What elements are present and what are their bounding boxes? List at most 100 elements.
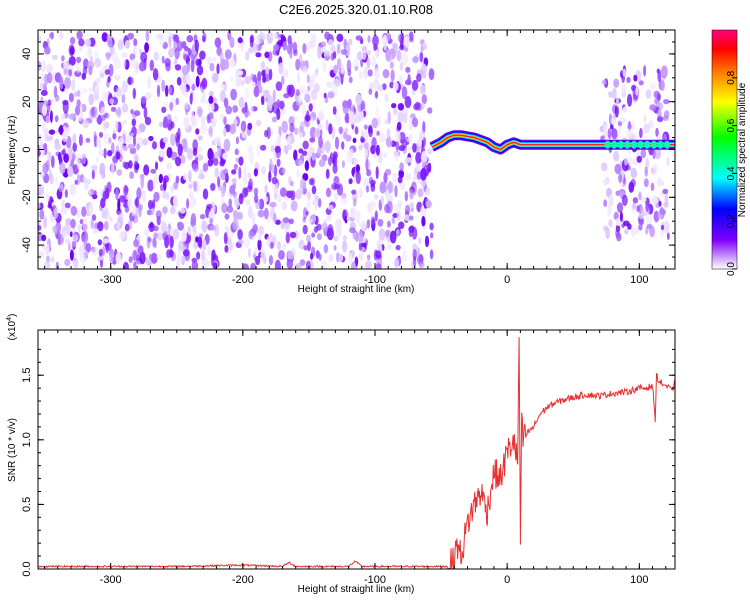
noise-blob: [76, 209, 81, 218]
noise-blob: [397, 176, 403, 184]
noise-blob: [401, 86, 408, 100]
noise-blob: [639, 127, 643, 139]
noise-blob: [74, 105, 81, 116]
noise-blob: [317, 198, 322, 208]
noise-blob: [366, 169, 372, 177]
noise-blob: [375, 144, 380, 156]
noise-blob: [644, 166, 648, 177]
noise-blob: [71, 240, 77, 248]
noise-blob: [178, 240, 184, 252]
noise-blob: [186, 35, 194, 43]
noise-blob: [245, 199, 251, 206]
noise-blob: [147, 237, 152, 243]
noise-blob: [261, 166, 266, 175]
noise-blob: [645, 89, 652, 99]
noise-blob: [387, 181, 394, 194]
noise-blob: [177, 221, 185, 231]
noise-blob: [144, 116, 152, 126]
noise-blob: [136, 143, 140, 151]
noise-blob: [427, 107, 433, 114]
noise-blob: [238, 96, 245, 108]
noise-blob: [123, 145, 128, 152]
noise-blob: [408, 146, 412, 153]
noise-blob: [348, 178, 353, 185]
noise-blob: [273, 44, 280, 51]
noise-blob: [257, 233, 262, 241]
y-tick-label: 1.5: [21, 368, 33, 383]
noise-blob: [53, 207, 59, 219]
noise-blob: [354, 65, 359, 71]
noise-blob: [147, 76, 152, 89]
noise-blob: [614, 163, 622, 175]
noise-blob: [286, 190, 294, 199]
noise-blob: [386, 128, 391, 140]
noise-blob: [341, 160, 345, 169]
noise-blob: [347, 153, 354, 164]
noise-blob: [50, 31, 55, 40]
noise-blob: [395, 228, 400, 237]
noise-blob: [391, 216, 395, 223]
noise-blob: [48, 129, 56, 135]
noise-blob: [318, 253, 322, 261]
noise-blob: [292, 41, 298, 55]
noise-blob: [624, 228, 629, 235]
noise-blob: [127, 191, 132, 202]
noise-blob: [399, 62, 404, 71]
noise-blob: [328, 39, 334, 48]
noise-blob: [258, 225, 264, 236]
noise-blob: [79, 254, 87, 264]
noise-blob: [202, 188, 209, 200]
noise-blob: [640, 148, 647, 159]
noise-blob: [233, 118, 238, 126]
noise-blob: [115, 144, 120, 153]
noise-blob: [180, 154, 186, 164]
noise-blob: [142, 138, 149, 146]
noise-blob: [418, 237, 422, 244]
noise-blob: [236, 70, 244, 76]
noise-blob: [224, 49, 232, 60]
noise-blob: [295, 89, 300, 96]
noise-blob: [426, 162, 431, 172]
noise-blob: [116, 106, 122, 118]
noise-blob: [396, 50, 402, 62]
noise-blob: [98, 149, 104, 156]
noise-blob: [330, 53, 335, 61]
noise-blob: [298, 239, 305, 250]
noise-blob: [109, 252, 114, 265]
noise-blob: [325, 187, 332, 198]
noise-blob: [260, 61, 265, 71]
noise-blob: [192, 163, 199, 172]
noise-blob: [658, 102, 664, 111]
noise-blob: [278, 250, 285, 260]
noise-blob: [183, 116, 190, 130]
noise-blob: [389, 139, 393, 148]
noise-blob: [200, 249, 206, 261]
noise-blob: [211, 57, 217, 63]
noise-blob: [334, 192, 338, 202]
noise-blob: [289, 122, 295, 133]
x-tick-label: -300: [100, 274, 122, 286]
ridge-marker: [624, 140, 631, 149]
noise-blob: [198, 36, 202, 42]
noise-blob: [413, 255, 417, 268]
noise-blob: [69, 46, 75, 55]
noise-blob: [305, 260, 311, 269]
noise-blob: [189, 111, 195, 124]
noise-blob: [618, 173, 622, 183]
noise-blob: [183, 229, 187, 242]
noise-blob: [298, 125, 304, 133]
noise-blob: [121, 80, 128, 94]
noise-blob: [107, 150, 113, 157]
noise-blob: [324, 31, 330, 40]
noise-blob: [422, 121, 426, 134]
spectrogram-ylabel: Frequency (Hz): [7, 116, 18, 185]
noise-blob: [336, 58, 342, 70]
noise-blob: [286, 84, 292, 95]
noise-blob: [99, 162, 106, 176]
noise-blob: [333, 235, 339, 242]
noise-blob: [331, 127, 336, 140]
noise-blob: [46, 64, 53, 74]
noise-blob: [152, 68, 159, 81]
noise-blob: [309, 38, 316, 50]
noise-blob: [404, 79, 412, 86]
